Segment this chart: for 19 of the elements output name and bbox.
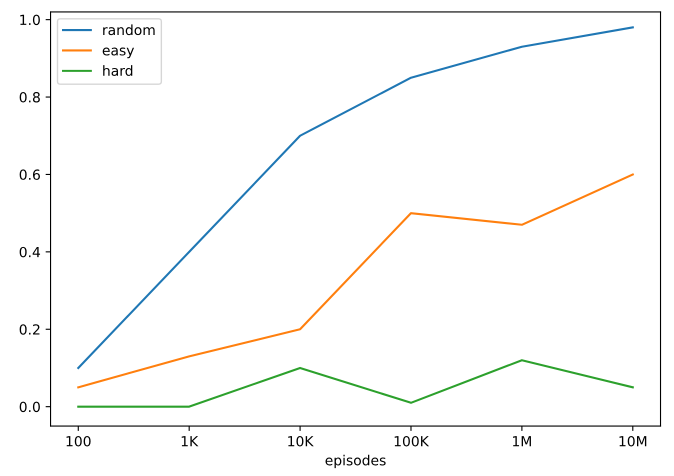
legend-label: easy [102, 48, 134, 58]
y-tick-label: 0.0 [20, 402, 40, 412]
x-tick-label: 1K [182, 436, 198, 446]
y-tick-label: 0.8 [20, 92, 40, 103]
line-series [77, 359, 634, 408]
x-tick-label: 1M [513, 436, 531, 446]
legend-label: hard [103, 65, 132, 76]
x-tick-label: 10K [288, 436, 314, 446]
x-axis-title: episodes [326, 454, 386, 468]
y-tick-label: 0.6 [20, 169, 40, 180]
line-series [77, 26, 634, 370]
y-tick-label: 0.2 [20, 324, 40, 335]
x-tick-label: 100 [66, 436, 91, 446]
legend-label: random [103, 24, 155, 36]
x-tick-label: 100K [394, 436, 430, 446]
x-tick-label: 10M [619, 436, 646, 446]
y-tick-label: 0.4 [20, 246, 40, 258]
y-tick-label: 1.0 [20, 14, 40, 26]
line-series [77, 173, 634, 388]
